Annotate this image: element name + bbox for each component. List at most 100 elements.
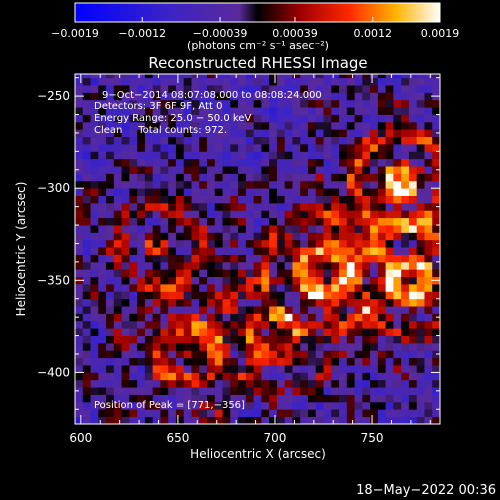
heatmap-cell — [199, 77, 208, 86]
heatmap-cell — [214, 328, 223, 336]
heatmap-cell — [137, 217, 146, 226]
heatmap-cell — [82, 276, 91, 285]
heatmap-cell — [121, 151, 130, 160]
heatmap-cell — [152, 99, 161, 108]
heatmap-cell — [129, 291, 138, 300]
heatmap-cell — [199, 180, 208, 189]
heatmap-cell — [129, 195, 138, 204]
heatmap-cell — [75, 387, 84, 395]
heatmap-cell — [385, 401, 394, 410]
heatmap-cell — [269, 379, 278, 388]
heatmap-cell — [393, 107, 402, 115]
heatmap-cell — [416, 254, 425, 263]
heatmap-cell — [424, 313, 433, 322]
heatmap-cell — [393, 365, 402, 373]
heatmap-cell — [284, 372, 293, 381]
heatmap-cell — [408, 291, 418, 300]
heatmap-cell — [152, 342, 161, 351]
heatmap-cell — [238, 387, 247, 395]
heatmap-cell — [191, 247, 200, 255]
heatmap-cell — [339, 284, 348, 292]
heatmap-cell — [129, 401, 138, 410]
heatmap-cell — [90, 202, 99, 211]
heatmap-cell — [106, 306, 115, 314]
heatmap-cell — [424, 158, 433, 167]
heatmap-cell — [401, 151, 410, 160]
heatmap-cell — [207, 342, 216, 351]
heatmap-cell — [82, 261, 91, 270]
heatmap-cell — [191, 365, 200, 373]
heatmap-cell — [307, 328, 317, 336]
heatmap-cell — [346, 151, 355, 160]
heatmap-cell — [183, 217, 192, 226]
heatmap-cell — [144, 247, 154, 255]
heatmap-cell — [424, 276, 433, 285]
heatmap-cell — [199, 232, 208, 241]
heatmap-cell — [90, 247, 99, 255]
heatmap-cell — [175, 99, 185, 108]
heatmap-cell — [253, 306, 262, 314]
heatmap-cell — [121, 401, 130, 410]
heatmap-cell — [183, 328, 192, 336]
heatmap-cell — [346, 114, 355, 123]
heatmap-cell — [75, 394, 84, 403]
heatmap-cell — [238, 401, 247, 410]
heatmap-cell — [269, 401, 278, 410]
heatmap-cell — [137, 195, 146, 204]
heatmap-cell — [137, 269, 146, 278]
heatmap-cell — [292, 379, 301, 388]
heatmap-cell — [276, 335, 286, 344]
heatmap-cell — [307, 239, 317, 248]
heatmap-cell — [346, 357, 355, 366]
heatmap-cell — [339, 107, 348, 115]
heatmap-cell — [152, 210, 161, 219]
heatmap-cell — [230, 74, 239, 79]
heatmap-cell — [245, 136, 255, 145]
heatmap-cell — [75, 151, 84, 160]
heatmap-cell — [323, 114, 332, 123]
heatmap-cell — [245, 276, 255, 285]
heatmap-cell — [183, 306, 192, 314]
heatmap-cell — [346, 247, 355, 255]
heatmap-cell — [284, 114, 293, 123]
heatmap-cell — [292, 342, 301, 351]
heatmap-cell — [393, 350, 402, 359]
heatmap-cell — [152, 180, 161, 189]
heatmap-cell — [331, 276, 340, 285]
heatmap-cell — [253, 202, 262, 211]
heatmap-cell — [346, 350, 355, 359]
heatmap-cell — [82, 217, 91, 226]
heatmap-cell — [121, 387, 130, 395]
heatmap-cell — [424, 239, 433, 248]
heatmap-cell — [253, 195, 262, 204]
heatmap-cell — [292, 144, 301, 152]
heatmap-cell — [207, 284, 216, 292]
heatmap-cell — [408, 401, 418, 410]
heatmap-cell — [121, 136, 130, 145]
heatmap-cell — [113, 107, 122, 115]
heatmap-cell — [137, 254, 146, 263]
heatmap-cell — [315, 320, 324, 329]
heatmap-cell — [113, 151, 122, 160]
heatmap-cell — [276, 247, 286, 255]
heatmap-cell — [160, 129, 169, 138]
heatmap-cell — [331, 379, 340, 388]
heatmap-cell — [238, 121, 247, 130]
heatmap-cell — [346, 232, 355, 241]
heatmap-cell — [230, 306, 239, 314]
heatmap-cell — [269, 261, 278, 270]
heatmap-cell — [82, 372, 91, 381]
heatmap-cell — [331, 129, 340, 138]
heatmap-cell — [245, 188, 255, 196]
heatmap-cell — [90, 261, 99, 270]
heatmap-cell — [292, 298, 301, 307]
heatmap-cell — [416, 416, 425, 424]
heatmap-cell — [393, 401, 402, 410]
heatmap-cell — [354, 92, 363, 101]
heatmap-cell — [401, 350, 410, 359]
heatmap-cell — [269, 151, 278, 160]
heatmap-cell — [323, 151, 332, 160]
heatmap-cell — [362, 136, 371, 145]
heatmap-cell — [362, 313, 371, 322]
heatmap-cell — [238, 129, 247, 138]
